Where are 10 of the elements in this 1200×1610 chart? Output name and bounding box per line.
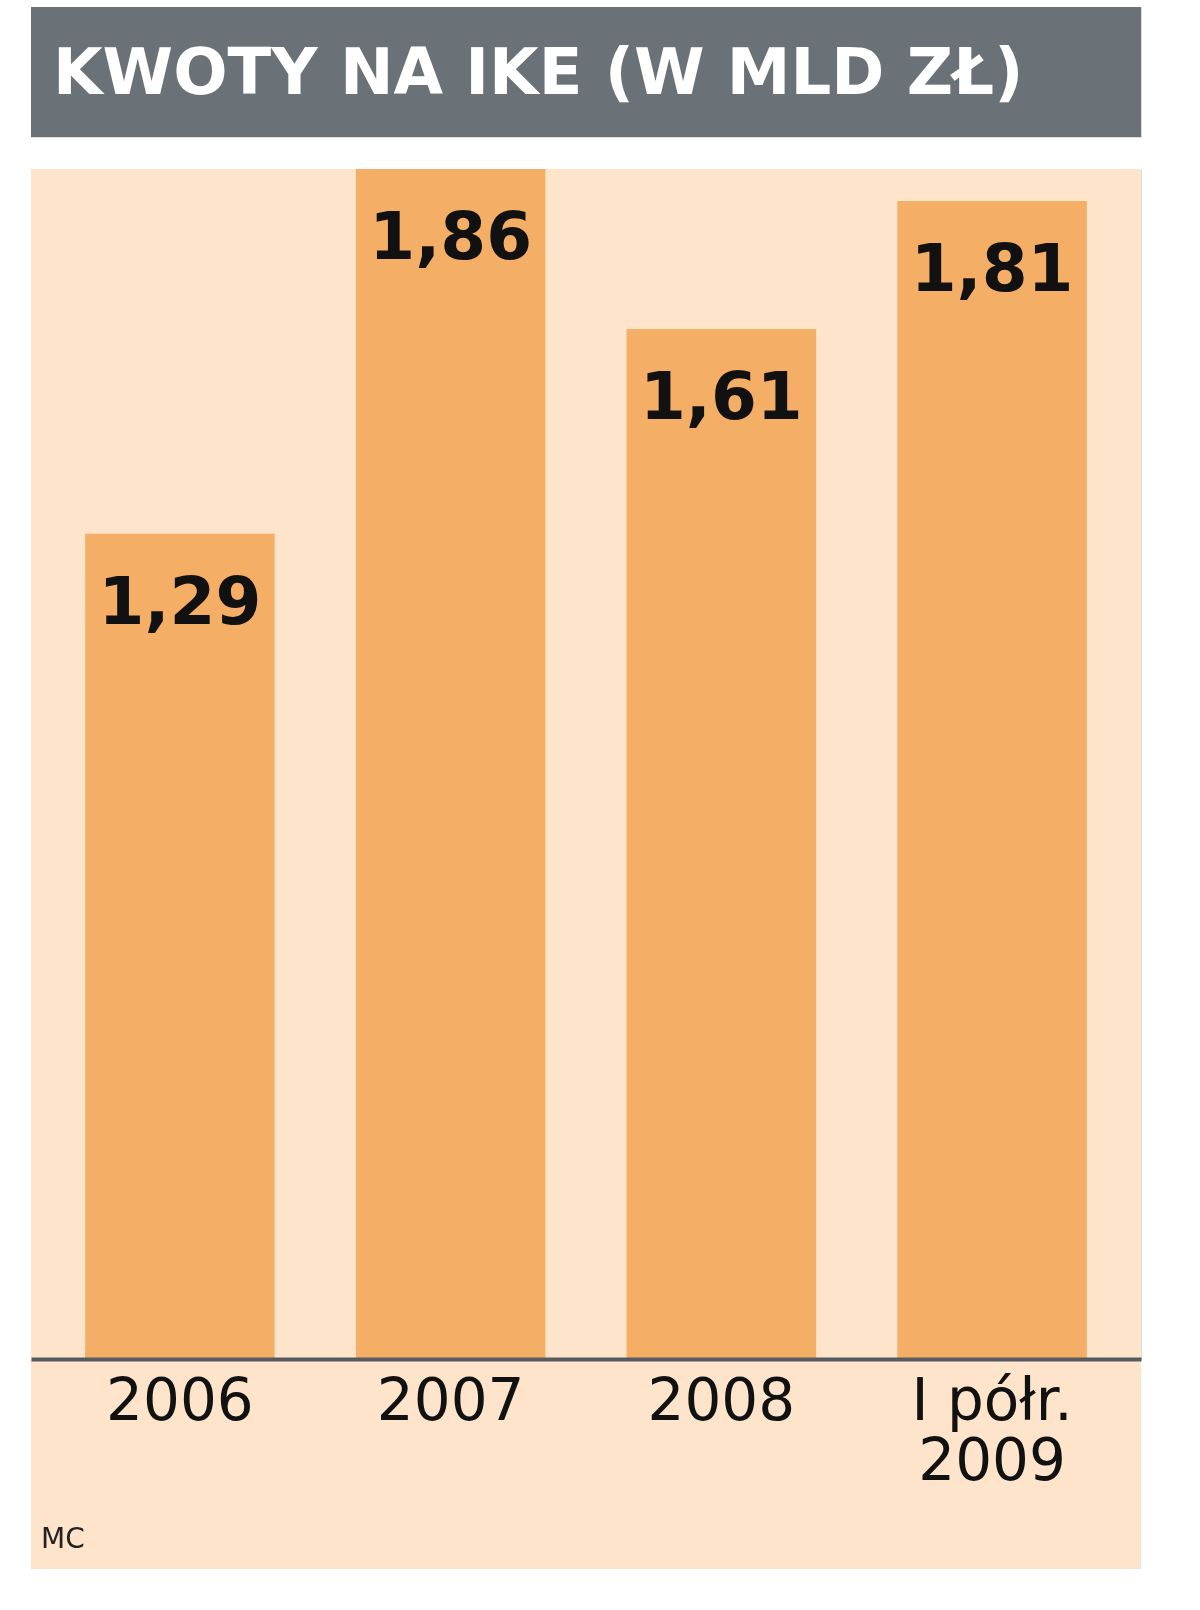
data-label: 1,81 [910, 229, 1074, 307]
x-tick-label: 2007 [376, 1365, 525, 1434]
x-tick-label: 2008 [647, 1365, 796, 1434]
data-label: 1,29 [98, 562, 262, 640]
x-tick-label: I półr. 2009 [911, 1365, 1073, 1494]
chart-title: KWOTY NA IKE (W MLD ZŁ) [53, 35, 1024, 109]
data-label: 1,61 [639, 357, 803, 435]
text: MC [41, 1522, 85, 1555]
data-label: 1,86 [369, 198, 533, 275]
x-tick-label: 2006 [106, 1365, 254, 1434]
